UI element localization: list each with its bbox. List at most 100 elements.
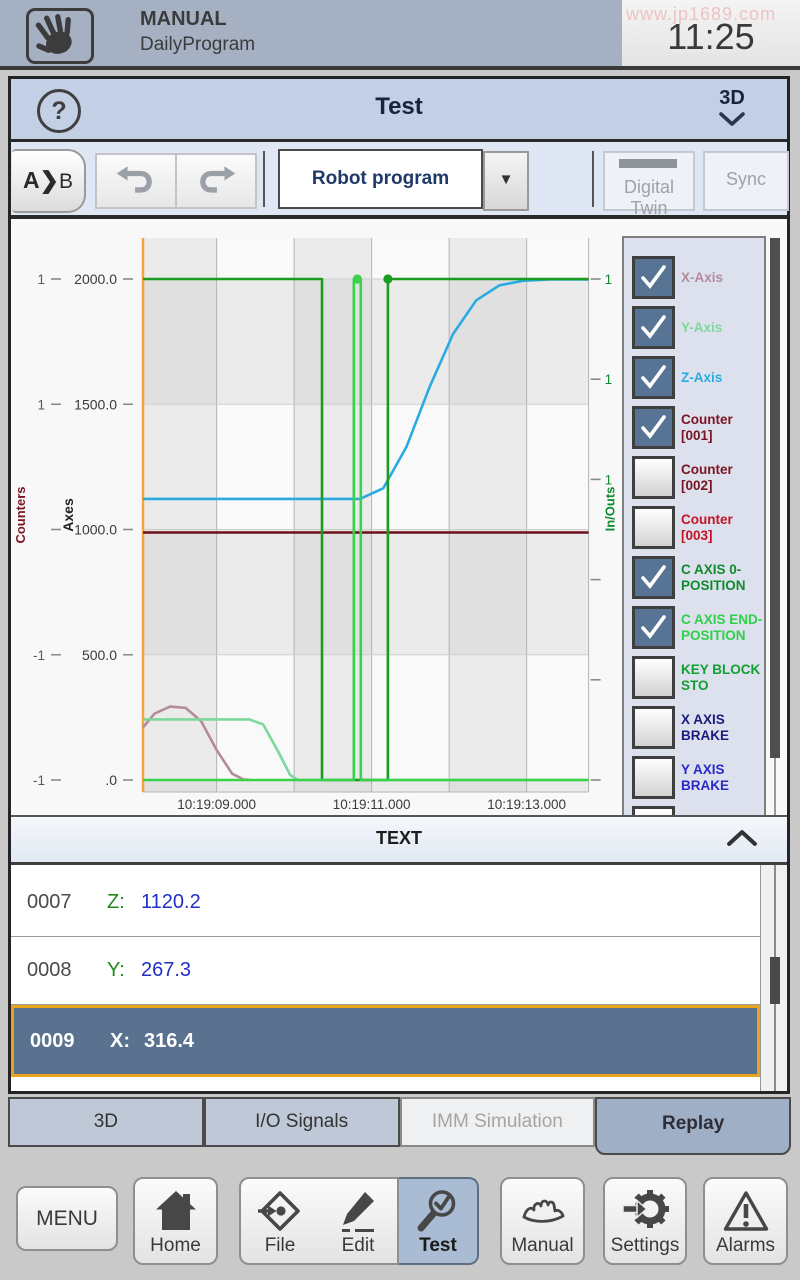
chevron-up-icon — [727, 830, 757, 846]
legend-item-c-axis-0-position: C AXIS 0-POSITION — [624, 552, 764, 602]
legend-scroll-thumb[interactable] — [770, 238, 780, 758]
alarms-button[interactable]: Alarms — [703, 1177, 788, 1265]
program-type-dropdown[interactable]: Robot program ▼ — [278, 149, 529, 211]
chart-plot[interactable]: Counters 1 1 -1 -1 Axes 2000.0 1500.0 1000.0 500.… — [11, 219, 623, 815]
legend-item-counter-003-: Counter [003] — [624, 502, 764, 552]
legend-checkbox[interactable] — [632, 656, 675, 699]
svg-text:Axes: Axes — [60, 498, 76, 532]
row-value: 316.4 — [144, 1030, 195, 1052]
collapse-button[interactable] — [727, 827, 757, 849]
row-number: 0009 — [30, 1030, 75, 1052]
help-button[interactable]: ? — [37, 89, 81, 133]
view-switch-button[interactable]: 3D — [709, 87, 755, 127]
signal-legend: X-Axis Y-Axis Z-Axis Counter [001] Counter [… — [622, 236, 766, 817]
svg-text:1000.0: 1000.0 — [74, 522, 117, 538]
program-name: DailyProgram — [140, 34, 256, 55]
settings-button[interactable]: Settings — [603, 1177, 687, 1265]
check-icon — [641, 565, 666, 589]
legend-checkbox[interactable] — [632, 456, 675, 499]
ab-a: A — [23, 167, 40, 193]
nav-label: Test — [419, 1235, 457, 1256]
legend-checkbox[interactable] — [632, 706, 675, 749]
bottom-tabs: 3D I/O Signals IMM Simulation Replay — [8, 1097, 791, 1159]
legend-label: C AXIS 0-POSITION — [681, 562, 746, 593]
manual-button[interactable]: Manual — [500, 1177, 585, 1265]
home-button[interactable]: Home — [133, 1177, 218, 1265]
svg-text:1: 1 — [37, 272, 45, 287]
page-title: Test — [375, 93, 423, 120]
legend-label: Counter [001] — [681, 412, 733, 443]
svg-text:10:19:11.000: 10:19:11.000 — [333, 797, 411, 812]
legend-checkbox[interactable] — [632, 506, 675, 549]
toolbar: A❯B Robot program ▼ Digital — [11, 142, 789, 219]
manual-mode-icon — [26, 8, 94, 64]
menu-button[interactable]: MENU — [16, 1186, 118, 1251]
nav-label: Edit — [341, 1235, 375, 1256]
check-icon — [641, 315, 666, 339]
trace-chart: Counters 1 1 -1 -1 Axes 2000.0 1500.0 1000.0 500.… — [11, 219, 787, 817]
list-scrollbar[interactable] — [761, 865, 787, 1091]
digital-twin-label: Digital Twin — [623, 177, 675, 218]
status-bar: MANUAL DailyProgram www.jp1689.com 11:25 — [0, 0, 800, 70]
nav-label: Alarms — [715, 1235, 776, 1256]
tab-replay[interactable]: Replay — [595, 1097, 791, 1155]
legend-checkbox[interactable] — [632, 556, 675, 599]
test-icon — [417, 1190, 456, 1232]
undo-button[interactable] — [97, 155, 175, 207]
tab-3d[interactable]: 3D — [8, 1097, 204, 1147]
file-button[interactable]: File — [239, 1177, 321, 1265]
row-value: 267.3 — [141, 959, 192, 981]
row-number: 0007 — [27, 891, 72, 913]
main-window: ? Test 3D A❯B — [8, 76, 790, 1094]
clock-time: 11:25 — [667, 16, 755, 57]
undo-icon — [116, 166, 152, 193]
home-icon — [155, 1191, 196, 1230]
legend-checkbox[interactable] — [632, 606, 675, 649]
tab-i-o-signals[interactable]: I/O Signals — [203, 1097, 400, 1147]
svg-text:1: 1 — [37, 397, 45, 412]
redo-button[interactable] — [175, 155, 255, 207]
svg-text:10:19:09.000: 10:19:09.000 — [177, 797, 256, 812]
svg-text:2000.0: 2000.0 — [74, 271, 117, 287]
list-scroll-thumb[interactable] — [770, 957, 780, 1004]
svg-text:1: 1 — [605, 272, 613, 287]
svg-text:1: 1 — [605, 372, 613, 387]
legend-scroll-track — [774, 758, 776, 816]
legend-checkbox[interactable] — [632, 756, 675, 799]
ab-chevron-icon: ❯ — [39, 167, 59, 193]
sync-button[interactable]: Sync — [703, 151, 789, 211]
legend-label: KEY BLOCK STO — [681, 662, 761, 693]
legend-checkbox[interactable] — [632, 356, 675, 399]
legend-item-counter-001-: Counter [001] — [624, 402, 764, 452]
screen-header: ? Test 3D — [11, 79, 787, 142]
test-button[interactable]: Test — [399, 1177, 479, 1265]
svg-text:1: 1 — [605, 472, 613, 487]
compare-ab-button[interactable]: A❯B — [12, 149, 86, 213]
text-panel-header[interactable]: TEXT — [11, 815, 787, 865]
digital-twin-button[interactable]: Digital Twin — [603, 151, 695, 218]
operating-mode: MANUAL — [140, 8, 227, 30]
legend-label: C AXIS END-POSITION — [681, 612, 763, 643]
legend-label: Y AXIS BRAKE — [681, 762, 730, 793]
tab-imm-simulation[interactable]: IMM Simulation — [399, 1097, 596, 1147]
file-icon — [258, 1191, 300, 1231]
legend-scrollbar[interactable] — [768, 236, 783, 817]
nav-label: Settings — [610, 1235, 680, 1256]
legend-item-counter-002-: Counter [002] — [624, 452, 764, 502]
dropdown-caret-icon[interactable]: ▼ — [483, 151, 529, 211]
text-row-0007[interactable]: 0007 Z: 1120.2 — [11, 869, 760, 937]
legend-checkbox[interactable] — [632, 256, 675, 299]
legend-checkbox[interactable] — [632, 806, 675, 815]
edit-button[interactable]: Edit — [319, 1177, 399, 1265]
legend-checkbox[interactable] — [632, 406, 675, 449]
svg-text:500.0: 500.0 — [82, 647, 117, 663]
row-axis-label: Z: — [107, 891, 125, 913]
toolbar-separator — [263, 151, 265, 207]
legend-checkbox[interactable] — [632, 306, 675, 349]
clock-area: www.jp1689.com 11:25 — [622, 0, 800, 66]
text-row-0009[interactable]: 0009 X: 316.4 — [11, 1005, 760, 1077]
check-icon — [641, 365, 666, 389]
text-row-0008[interactable]: 0008 Y: 267.3 — [11, 937, 760, 1005]
ab-b: B — [58, 170, 73, 193]
legend-label: Counter [003] — [681, 512, 733, 543]
